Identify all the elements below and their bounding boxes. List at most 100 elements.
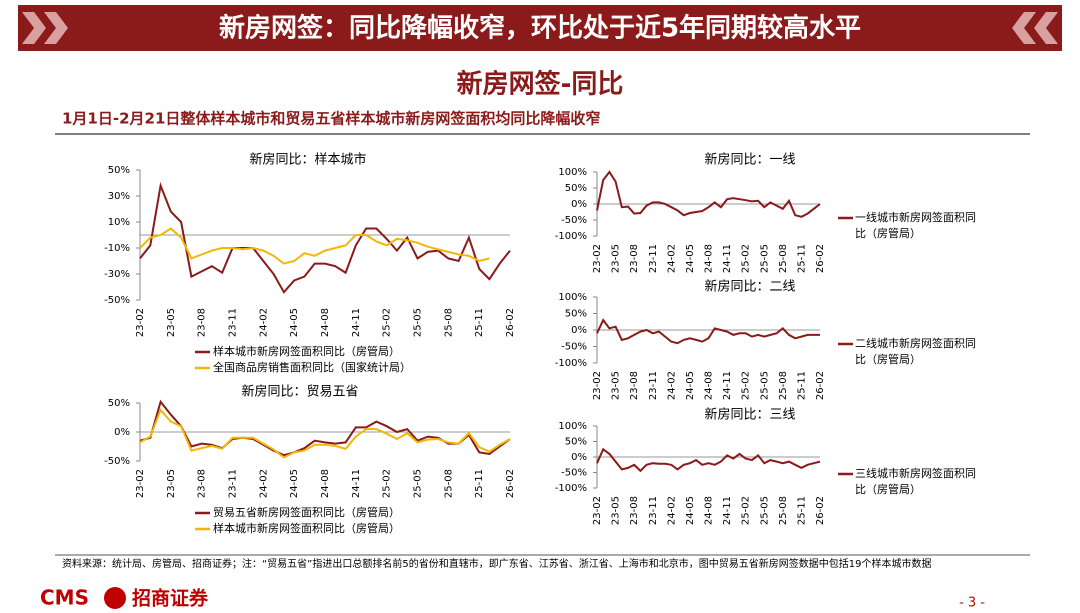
x-tick-label: 24-08 [320,469,331,498]
chart-title: 新房同比：三线 [704,407,795,423]
company: 招商证券 [132,587,209,610]
subtitle: 新房网签-同比 [457,69,624,100]
y-tick-label: -30% [104,269,130,280]
x-tick-label: 24-05 [289,469,300,498]
y-tick-label: -10% [104,243,130,254]
x-tick-label: 23-02 [135,469,146,498]
x-tick-label: 23-02 [135,308,146,337]
x-tick-label: 24-08 [704,496,715,525]
x-tick-label: 23-02 [592,244,603,273]
y-tick-label: 50% [565,437,587,448]
x-tick-label: 25-11 [474,308,485,337]
x-tick-label: 24-08 [704,371,715,400]
x-tick-label: 23-05 [611,371,622,400]
x-tick-label: 24-05 [289,308,300,337]
x-tick-label: 25-08 [778,244,789,273]
x-tick-label: 23-11 [228,308,239,337]
x-tick-label: 25-05 [759,496,770,525]
y-tick-label: -50% [104,295,130,306]
chevron [1012,12,1036,44]
chevron [44,12,68,44]
x-tick-label: 24-08 [704,244,715,273]
x-tick-label: 25-08 [778,371,789,400]
x-tick-label: 24-05 [685,371,696,400]
y-tick-label: 50% [108,165,130,176]
y-tick-label: 100% [558,167,587,178]
x-tick-label: 23-05 [611,244,622,273]
x-tick-label: 24-11 [351,308,362,337]
series-line [596,170,821,218]
y-tick-label: 50% [108,398,130,409]
x-tick-label: 23-08 [629,371,640,400]
x-tick-label: 23-11 [648,371,659,400]
source-note: 资料来源：统计局、房管局、招商证券；注：“贸易五省”指进出口总额排名前5的省份和… [62,559,932,570]
x-tick-label: 23-02 [592,371,603,400]
x-tick-label: 23-11 [228,469,239,498]
x-tick-label: 23-05 [166,308,177,337]
y-tick-label: 10% [108,217,130,228]
y-tick-label: 0% [571,452,587,463]
x-tick-label: 25-05 [413,308,424,337]
legend-label: 贸易五省新房网签面积同比（房管局） [213,505,400,519]
x-tick-label: 24-05 [685,244,696,273]
series-line [596,318,820,345]
y-tick-label: -50% [561,215,587,226]
header-title: 新房网签：同比降幅收窄，环比处于近5年同期较高水平 [219,13,861,44]
y-tick-label: -50% [561,468,587,479]
x-tick-label: 23-08 [629,496,640,525]
x-tick-label: 24-08 [320,308,331,337]
chart-title: 新房同比：贸易五省 [241,384,358,400]
x-tick-label: 26-02 [815,496,826,525]
legend-label: 样本城市新房网签面积同比（房管局） [213,344,400,358]
x-tick-label: 24-11 [722,371,733,400]
x-tick-label: 25-11 [474,469,485,498]
y-tick-label: 0% [571,325,587,336]
chevron [22,12,46,44]
x-tick-label: 23-05 [166,469,177,498]
x-tick-label: 26-02 [815,371,826,400]
y-tick-label: -100% [555,483,587,494]
series-line [139,408,511,459]
x-tick-label: 24-02 [258,469,269,498]
legend-label: 二线城市新房网签面积同比（房管局） [855,337,976,366]
header-band [18,5,1062,51]
y-tick-label: 100% [558,421,587,432]
x-tick-label: 23-05 [611,496,622,525]
x-tick-label: 23-08 [629,244,640,273]
x-tick-label: 23-11 [648,496,659,525]
y-tick-label: 0% [114,427,130,438]
x-tick-label: 24-05 [685,496,696,525]
y-tick-label: 0% [571,199,587,210]
series-line [139,181,511,294]
legend-label: 一线城市新房网签面积同比（房管局） [855,211,976,240]
x-tick-label: 25-11 [796,244,807,273]
x-tick-label: 25-02 [741,496,752,525]
x-tick-label: 25-05 [759,244,770,273]
legend-label: 三线城市新房网签面积同比（房管局） [855,467,976,496]
x-tick-label: 24-02 [666,496,677,525]
y-tick-label: 50% [565,309,587,320]
page-number: - 3 - [959,596,985,611]
y-tick-label: -100% [555,358,587,369]
series-line [139,227,490,265]
x-tick-label: 25-08 [443,469,454,498]
y-tick-label: -50% [561,342,587,353]
logo: CMS [40,586,89,610]
chevron [1034,12,1058,44]
chart-title: 新房同比：样本城市 [249,152,366,168]
y-tick-label: -100% [555,231,587,242]
x-tick-label: 24-11 [722,496,733,525]
x-tick-label: 25-05 [413,469,424,498]
x-tick-label: 26-02 [505,469,516,498]
x-tick-label: 23-02 [592,496,603,525]
x-tick-label: 25-08 [778,496,789,525]
legend-label: 样本城市新房网签面积同比（房管局） [213,521,400,535]
x-tick-label: 23-08 [197,308,208,337]
logo-icon [104,587,126,609]
y-tick-label: 50% [565,183,587,194]
x-tick-label: 23-08 [197,469,208,498]
chart-title: 新房同比：二线 [704,279,795,295]
x-tick-label: 25-02 [741,371,752,400]
